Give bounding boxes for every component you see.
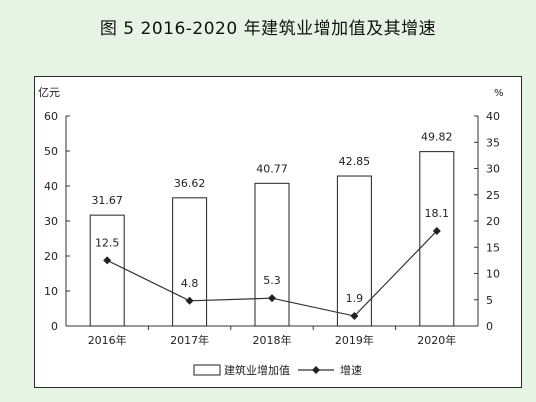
growth-value-label: 4.8 bbox=[181, 277, 199, 290]
left-axis-unit: 亿元 bbox=[38, 86, 60, 99]
growth-point bbox=[350, 312, 359, 321]
bar-value-label: 49.82 bbox=[421, 131, 453, 144]
legend-bar-swatch bbox=[193, 364, 221, 376]
bar-value-label: 40.77 bbox=[256, 162, 288, 175]
bar bbox=[336, 175, 372, 327]
bar bbox=[419, 151, 455, 327]
growth-point bbox=[185, 296, 194, 305]
bar-value-label: 36.62 bbox=[174, 177, 206, 190]
left-tick-label: 0 bbox=[51, 320, 58, 333]
legend-bar-label: 建筑业增加值 bbox=[224, 363, 290, 377]
legend: 建筑业增加值 增速 bbox=[193, 363, 362, 377]
left-tick-label: 10 bbox=[44, 285, 58, 298]
legend-line-marker bbox=[312, 366, 320, 374]
growth-value-label: 5.3 bbox=[263, 274, 281, 287]
growth-point bbox=[103, 256, 112, 265]
right-tick-label: 35 bbox=[486, 136, 500, 149]
bar bbox=[254, 182, 290, 327]
left-tick-label: 50 bbox=[44, 145, 58, 158]
x-tick-label: 2018年 bbox=[253, 333, 292, 347]
right-tick-label: 15 bbox=[486, 241, 500, 254]
left-tick-label: 40 bbox=[44, 180, 58, 193]
right-tick-label: 20 bbox=[486, 215, 500, 228]
chart-title: 图 5 2016-2020 年建筑业增加值及其增速 bbox=[99, 19, 437, 39]
legend-line-label: 增速 bbox=[340, 363, 362, 377]
growth-value-label: 18.1 bbox=[425, 207, 450, 220]
left-tick-label: 60 bbox=[44, 110, 58, 123]
x-tick-label: 2019年 bbox=[335, 333, 374, 347]
right-tick-label: 25 bbox=[486, 189, 500, 202]
bar-value-label: 31.67 bbox=[91, 194, 123, 207]
right-tick-label: 5 bbox=[486, 294, 493, 307]
left-tick-label: 30 bbox=[44, 215, 58, 228]
right-tick-label: 40 bbox=[486, 110, 500, 123]
bar-value-label: 42.85 bbox=[339, 155, 371, 168]
growth-value-label: 1.9 bbox=[346, 292, 364, 305]
bar bbox=[89, 214, 125, 327]
right-tick-label: 10 bbox=[486, 268, 500, 281]
x-tick-label: 2016年 bbox=[88, 333, 127, 347]
growth-point bbox=[268, 294, 276, 303]
left-tick-label: 20 bbox=[44, 250, 58, 263]
bar bbox=[172, 197, 208, 327]
x-tick-label: 2017年 bbox=[170, 333, 209, 347]
right-axis-unit: % bbox=[494, 88, 504, 99]
x-tick-label: 2020年 bbox=[417, 333, 456, 347]
right-tick-label: 30 bbox=[486, 163, 500, 176]
right-tick-label: 0 bbox=[486, 320, 493, 333]
growth-value-label: 12.5 bbox=[95, 236, 120, 249]
plot-area: 0 10 20 30 40 50 60 0 5 10 15 20 25 30 35 40 31.67 2016年 3… bbox=[44, 110, 500, 347]
growth-point bbox=[432, 226, 441, 235]
